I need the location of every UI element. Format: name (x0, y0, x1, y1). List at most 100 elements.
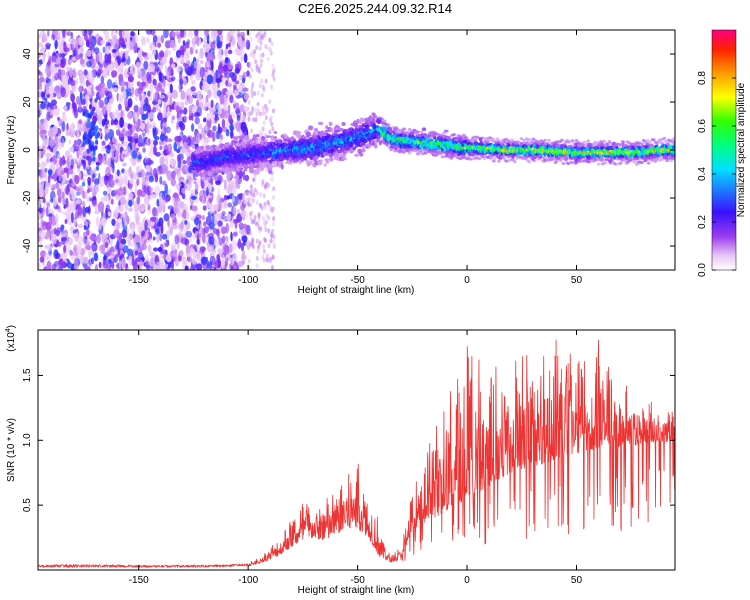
spectrogram-cell (374, 143, 378, 149)
spectrogram-cell (314, 131, 318, 136)
spectrogram-cell (156, 166, 162, 175)
spectrogram-cell (102, 46, 106, 53)
spectrogram-cell (142, 147, 146, 153)
spectrogram-cell (46, 202, 51, 208)
spectrogram-cell (155, 229, 160, 235)
spectrogram-cell (107, 249, 112, 256)
spectrogram-cell (215, 229, 219, 237)
spectrogram-cell (149, 63, 156, 73)
spectrogram-cell (164, 64, 168, 73)
spectrogram-cell (233, 176, 239, 179)
spectrogram-cell (153, 145, 157, 156)
spectrogram-cell (243, 168, 248, 172)
spectrogram-cell (248, 267, 252, 270)
spectrogram-cell (104, 241, 109, 249)
spectrogram-cell (191, 170, 196, 174)
spectrogram-cell (253, 49, 257, 55)
spectrogram-cell (224, 106, 229, 111)
spectrogram-cell (67, 168, 74, 175)
spectrogram-cell (336, 129, 341, 133)
spectrogram-cell (38, 109, 41, 118)
spectrogram-cell (42, 55, 45, 64)
spectrogram-cell (48, 137, 55, 148)
spectrogram-cell (361, 145, 366, 149)
spectrogram-cell (203, 226, 209, 234)
spectrogram-cell (204, 125, 208, 132)
spectrogram-cell (59, 63, 65, 68)
spectrogram-cell (155, 210, 159, 217)
spectrogram-cell (211, 83, 217, 91)
spectrogram-cell (173, 204, 180, 215)
spectrogram-cell (214, 30, 218, 35)
spectrogram-cell (53, 172, 58, 182)
spectrogram-cell (91, 84, 94, 93)
spectrogram-cell (249, 167, 255, 174)
spectrogram-cell (100, 244, 106, 255)
spectrogram-cell (250, 128, 254, 134)
spectrogram-cell (146, 157, 152, 166)
spectrogram-cell (354, 127, 359, 131)
spectrogram-cell (139, 51, 143, 62)
spectrogram-cell (108, 59, 112, 65)
spectrogram-cell (165, 70, 170, 80)
spectrogram-cell (232, 100, 236, 105)
spectrogram-cell (44, 67, 50, 74)
spectrogram-cell (262, 110, 266, 116)
spectrogram-cell (45, 206, 49, 217)
spectrogram-cell (52, 125, 58, 135)
spectrogram-cell (147, 204, 151, 211)
spectrogram-cell (229, 30, 235, 37)
spectrogram-cell (279, 140, 283, 144)
spectrogram-cell (190, 86, 196, 93)
spectrogram-cell (141, 243, 147, 251)
spectrogram-cell (264, 78, 268, 84)
spectrogram-cell (236, 199, 242, 205)
spectrogram-cell (54, 39, 58, 50)
spectrogram-cell (109, 149, 115, 159)
spectrogram-cell (251, 198, 255, 204)
spectrogram-cell (106, 79, 113, 89)
spectrogram-cell (192, 44, 196, 51)
spectrogram-cell (234, 260, 237, 265)
spectrogram-cell (59, 47, 62, 53)
spectrogram-cell (264, 44, 268, 50)
spectrogram-cell (137, 154, 142, 160)
spectrogram-cell (198, 123, 203, 130)
spectrogram-cell (126, 236, 132, 244)
spectrogram-cell (273, 131, 278, 134)
spectrogram-cell (90, 152, 93, 159)
spectrogram-cell (134, 244, 138, 250)
spectrogram-cell (151, 100, 159, 105)
spectrogram-cell (250, 93, 254, 99)
spectrogram-cell (215, 180, 221, 186)
spectrogram-cell (200, 177, 203, 185)
spectrogram-cell (111, 30, 115, 38)
spectrogram-cell (98, 99, 104, 109)
spectrogram-cell (255, 45, 259, 51)
spectrogram-cell (171, 89, 178, 99)
spectrogram-cell (89, 168, 94, 174)
spectrogram-cell (141, 81, 146, 87)
spectrogram-cell (238, 74, 241, 83)
spectrogram-cell (196, 69, 201, 78)
spectrogram-cell (44, 252, 49, 261)
spectrogram-cell (152, 247, 159, 252)
spectrogram-cell (237, 32, 243, 38)
spectrogram-cell (201, 214, 205, 221)
spectrogram-cell (133, 236, 137, 245)
spectrogram-cell (142, 103, 148, 112)
spectrogram-cell (262, 193, 266, 199)
spectrogram-cell (217, 220, 223, 227)
spectrogram-cell (99, 177, 105, 188)
spectrogram-cell (176, 120, 180, 130)
spectrogram-cell (161, 122, 168, 128)
spectrogram-cell (232, 262, 239, 270)
spectrogram-cell (212, 249, 217, 254)
spectrogram-cell (262, 120, 266, 126)
spectrogram-cell (259, 35, 263, 41)
spectrogram-cell (240, 242, 245, 252)
spectrogram-cell (51, 109, 56, 116)
spectrogram-cell (260, 92, 264, 98)
spectrogram-cell (70, 79, 76, 87)
spectrogram-cell (116, 55, 122, 64)
